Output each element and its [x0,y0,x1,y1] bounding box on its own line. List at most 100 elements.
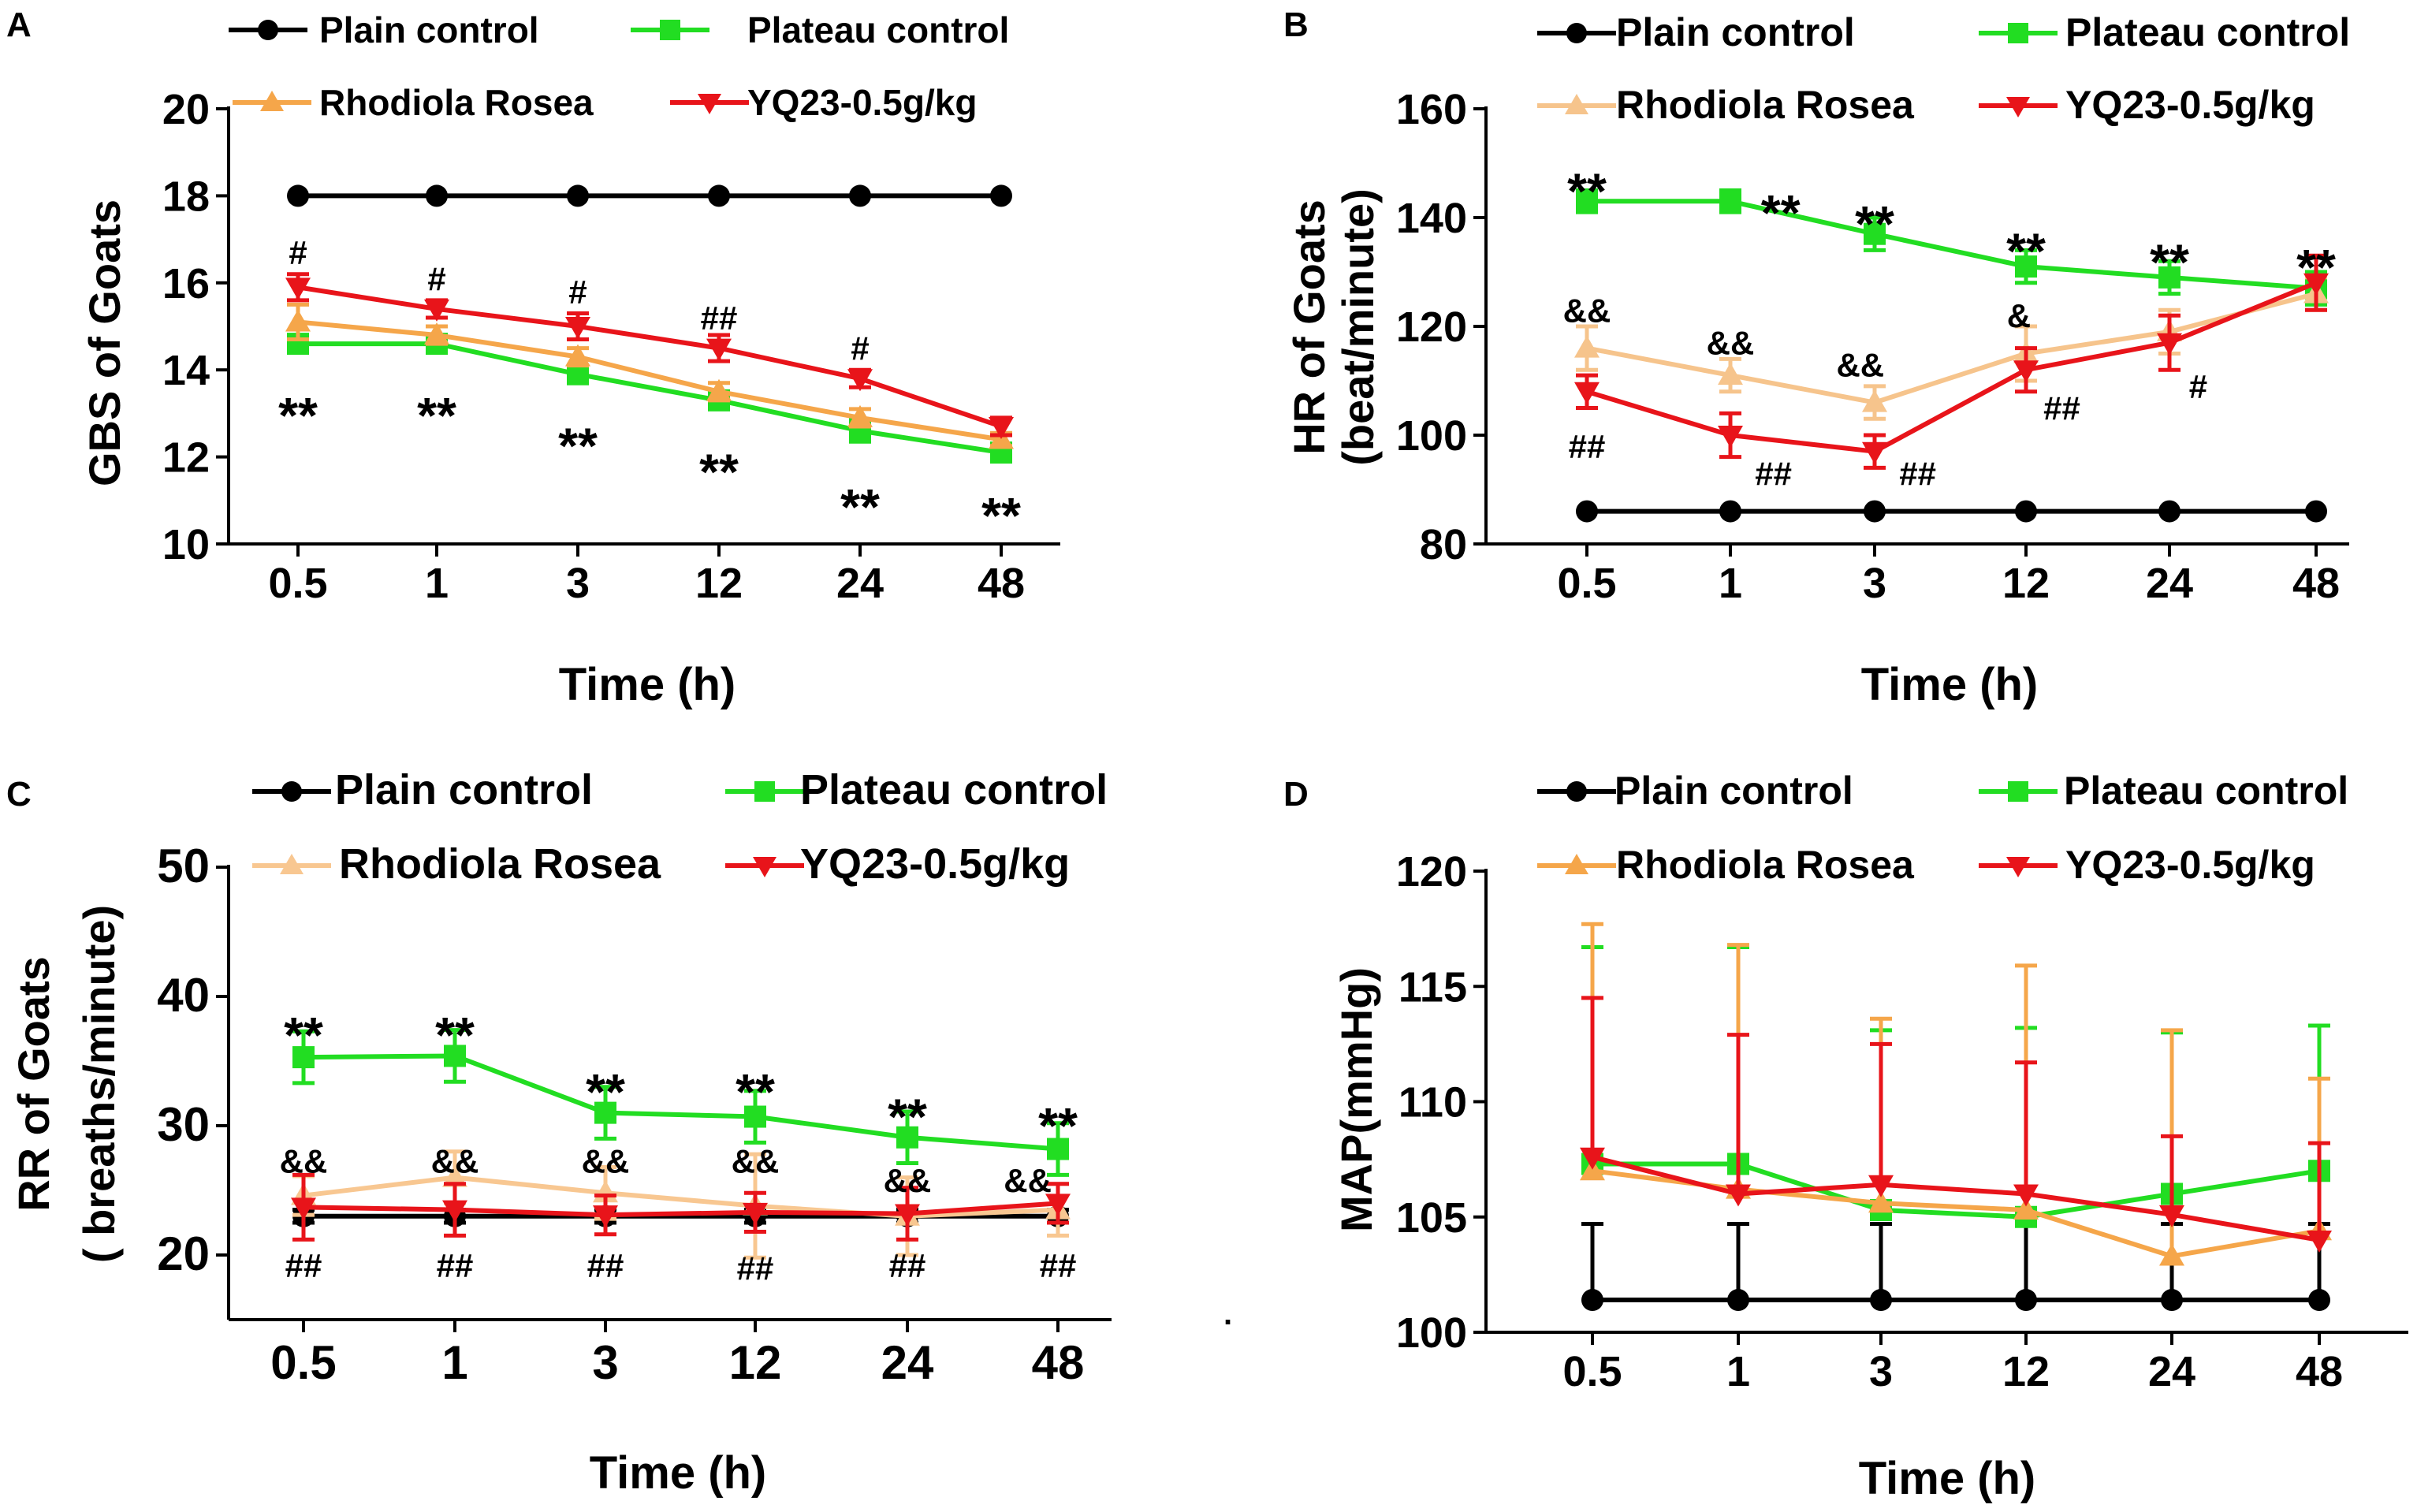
legend-label: YQ23-0.5g/kg [747,82,977,123]
legend-marker-triangle-up [1565,94,1588,114]
significance-annotation: ** [417,387,456,444]
panel-letter-d: D [1283,775,1309,814]
significance-annotation: # [427,260,445,297]
x-tick-label: 1 [425,560,449,607]
legend-marker-square [660,20,680,40]
significance-annotation: && [1836,346,1884,383]
data-point-triangle-up [1862,389,1887,412]
x-tick-label: 48 [978,560,1025,607]
legend-marker-circle [1566,781,1587,802]
panel-d-plot: 100 105 110 115 120 0.5 1 3 12 24 48 [1396,848,2408,1395]
data-point-triangle-up [285,309,311,332]
data-point-circle [426,184,448,207]
legend-rhodiola-rosea: Rhodiola Rosea [1537,83,1915,127]
series-line [303,1201,1059,1218]
x-tick-label: 12 [2002,560,2050,607]
legend-marker-square [754,781,775,802]
legend-label: Plateau control [2065,10,2350,54]
panel-c-legend: Plain control Plateau control Rhodiola R… [252,766,1108,888]
data-point-square [1719,190,1741,213]
x-tick-label: 24 [836,560,884,607]
x-tick-label: 0.5 [1557,560,1616,607]
x-tick-label: 1 [1726,1348,1750,1395]
data-point-circle [1727,1289,1749,1312]
data-point-triangle-down [565,317,590,339]
data-point-circle [1719,500,1741,523]
series-line [1587,199,2317,291]
x-tick-label: 24 [881,1336,934,1389]
legend-label: Plateau control [2064,769,2348,813]
panel-c: C Plain control Plateau control Rhodiola… [6,766,1232,1499]
series-plain [1581,1222,2330,1312]
legend-marker-circle [258,20,278,40]
legend-marker-triangle-up [1565,854,1588,874]
panel-letter-c: C [6,775,32,814]
stray-dot-mark: . [1223,1297,1232,1331]
legend-plateau-control: Plateau control [1979,10,2350,54]
x-tick-label: 3 [1863,560,1886,607]
x-tick-label: 12 [695,560,743,607]
x-tick-label: 3 [592,1336,618,1389]
x-tick-label: 1 [441,1336,467,1389]
series-yq23 [285,272,1014,439]
panel-b: B Plain control Plateau control Rhodiola… [1283,6,2350,710]
significance-annotation: && [431,1142,479,1179]
legend-marker-circle [281,781,302,802]
series-line [1592,1161,2320,1220]
data-point-triangle-up [706,378,732,401]
data-point-square [1047,1138,1069,1160]
significance-annotation: ** [278,387,318,444]
data-point-triangle-up [1718,363,1743,385]
y-tick-label: 110 [1398,1079,1467,1127]
significance-annotation: # [568,274,587,311]
y-tick-label: 14 [162,347,210,394]
significance-annotation: ** [888,1088,927,1145]
significance-annotation: && [582,1142,630,1179]
significance-annotation: ** [284,1007,323,1063]
x-tick-label: 0.5 [268,560,327,607]
y-tick-label: 10 [162,521,210,568]
data-point-triangle-down [424,299,449,322]
significance-annotation: ** [2006,223,2046,280]
panel-d: D Plain control Plateau control Rhodiola… [1283,769,2408,1504]
legend-rhodiola-rosea: Rhodiola Rosea [1537,843,1915,887]
y-tick-label: 12 [162,434,210,482]
legend-label: Rhodiola Rosea [1616,83,1915,127]
data-point-square [1864,222,1886,245]
legend-yq23: YQ23-0.5g/kg [1979,83,2315,127]
legend-plain-control: Plain control [252,766,593,814]
significance-annotation: && [1004,1162,1052,1199]
legend-marker-circle [1566,23,1587,43]
legend-plateau-control: Plateau control [1979,769,2348,813]
data-point-circle [1870,1289,1892,1312]
data-point-circle [2308,1289,2330,1312]
series-line [303,1175,1059,1219]
data-point-circle [708,184,730,207]
data-point-triangle-down [2159,1205,2184,1227]
data-point-triangle-down [1574,382,1600,404]
data-point-square [594,1101,616,1124]
data-point-triangle-down [2303,273,2329,296]
significance-annotation: ## [1569,428,1606,465]
x-tick-label: 0.5 [270,1336,336,1389]
data-point-circle [2158,500,2181,523]
panel-a-legend: Plain control Plateau control Rhodiola R… [229,9,1009,123]
data-point-triangle-down [743,1202,768,1225]
legend-plain-control: Plain control [1537,769,1853,813]
significance-annotation: ## [2043,390,2080,427]
data-point-triangle-down [1862,441,1887,464]
data-point-circle [2161,1289,2183,1312]
data-point-triangle-down [2157,333,2182,356]
panel-b-plot: 80 100 120 140 160 0.5 1 3 12 24 48 ** && ## ** && ## ** &… [1396,86,2349,607]
significance-annotation: # [289,234,307,271]
data-point-square [2015,255,2037,278]
significance-annotation: ** [840,479,880,535]
series-yq23 [1580,996,2332,1253]
legend-label: Plain control [1614,769,1853,813]
y-tick-label: 100 [1396,1309,1467,1357]
data-point-triangle-down [285,277,311,300]
data-point-triangle-up [442,1164,467,1187]
series-yq23 [1574,253,2329,470]
data-point-triangle-up [2159,1243,2184,1266]
x-tick-label: 3 [1869,1348,1893,1395]
